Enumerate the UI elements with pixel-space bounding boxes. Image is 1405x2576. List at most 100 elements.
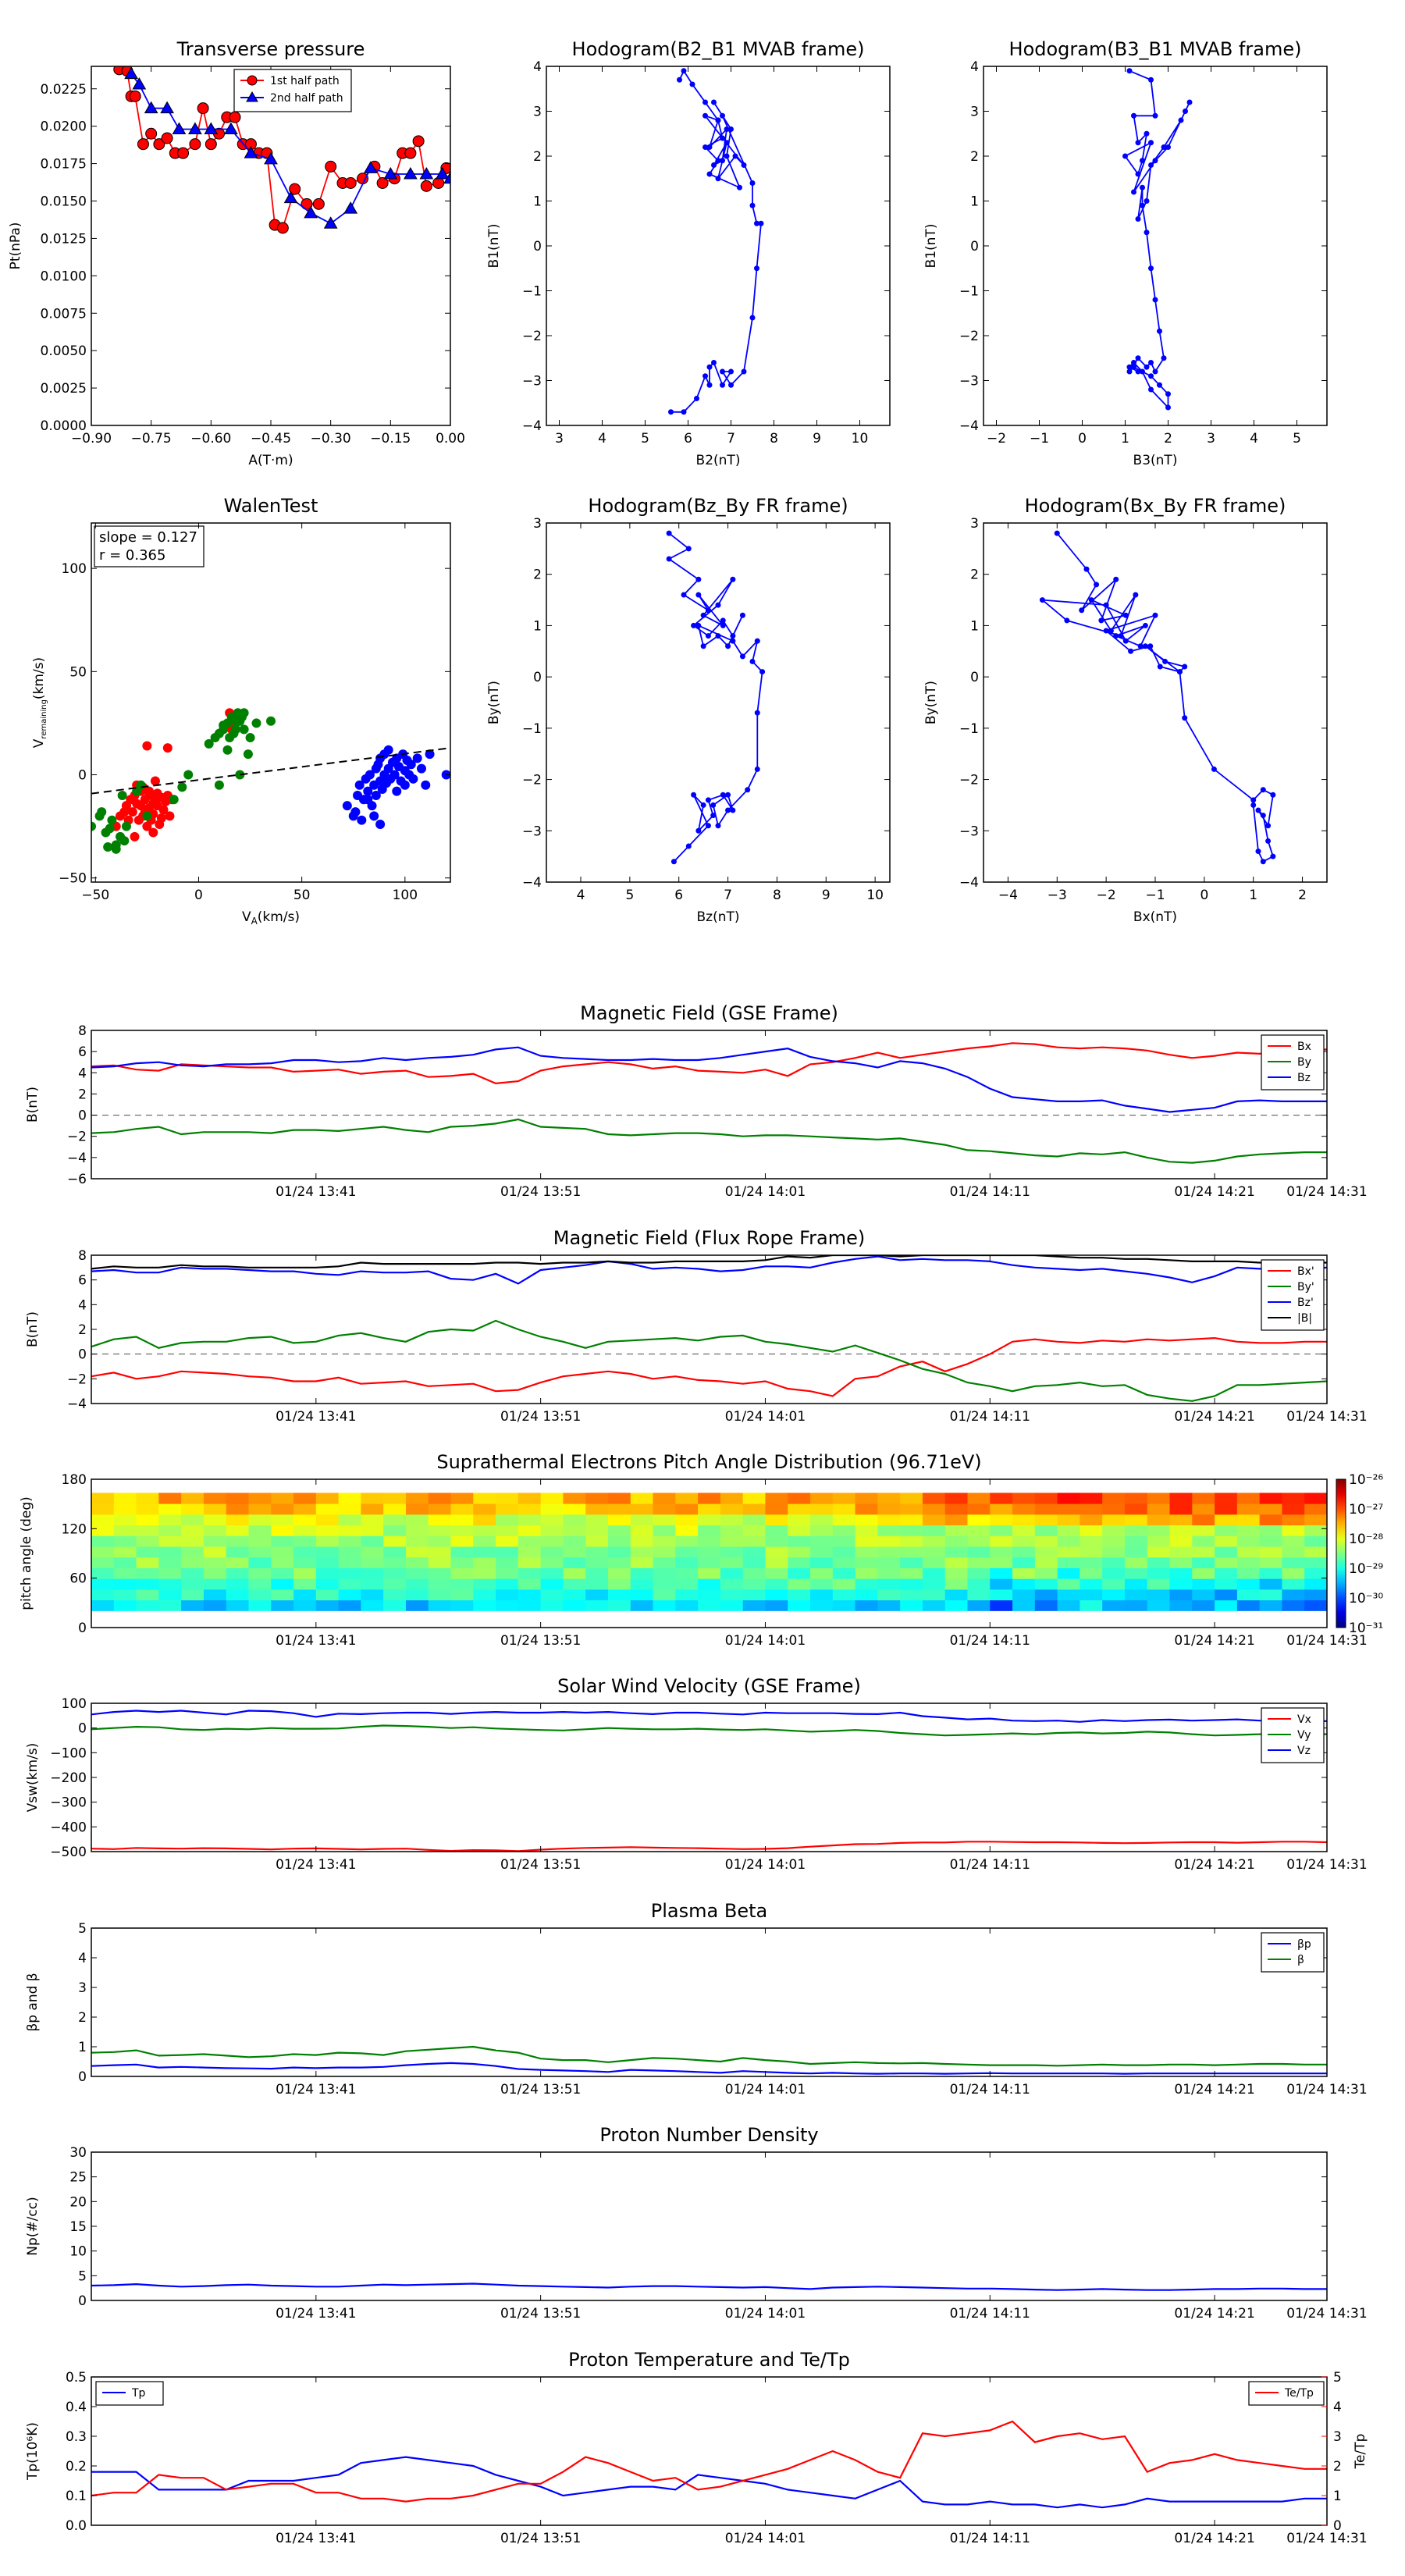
legend-label: Vz <box>1297 1745 1311 1757</box>
y-tick-label: 2 <box>970 568 979 583</box>
data-point <box>695 622 702 628</box>
heatmap-cell <box>630 1599 654 1611</box>
x-tick-label: 01/24 13:51 <box>500 1633 581 1649</box>
heatmap-cell <box>428 1535 452 1547</box>
heatmap-cell <box>405 1525 429 1536</box>
heatmap-cell <box>1169 1493 1193 1504</box>
heatmap-cell <box>1215 1599 1238 1611</box>
heatmap-cell <box>1169 1525 1193 1536</box>
heatmap-cell <box>990 1525 1013 1536</box>
heatmap-cell <box>361 1525 384 1536</box>
y2-tick-label: 4 <box>1333 2400 1342 2415</box>
heatmap-cell <box>248 1557 272 1568</box>
heatmap-cell <box>788 1503 811 1515</box>
y2-tick-label: 2 <box>1333 2459 1342 2475</box>
legend-label: 2nd half path <box>270 92 343 105</box>
scatter-point <box>243 749 253 760</box>
legend-label: Tp <box>131 2387 146 2400</box>
x-tick-label: 01/24 14:21 <box>1174 1857 1254 1873</box>
data-point <box>1126 364 1133 370</box>
scatter-point <box>392 786 402 796</box>
y-tick-label: −4 <box>959 875 979 891</box>
heatmap-cell <box>967 1493 991 1504</box>
scatter-point <box>183 770 194 780</box>
heatmap-cell <box>1215 1503 1238 1515</box>
data-point <box>435 166 450 180</box>
heatmap-cell <box>765 1589 788 1601</box>
y-tick-label: 15 <box>69 2219 87 2235</box>
heatmap-cell <box>1259 1503 1282 1515</box>
heatmap-cell <box>405 1493 429 1504</box>
heatmap-cell <box>810 1557 834 1568</box>
heatmap-cell <box>338 1589 361 1601</box>
heatmap-cell <box>271 1567 294 1579</box>
y-tick-label: 0.0050 <box>41 343 87 359</box>
heatmap-cell <box>1169 1557 1193 1568</box>
heatmap-cell <box>1236 1535 1261 1547</box>
heatmap-cell <box>877 1567 901 1579</box>
data-point <box>1260 859 1266 865</box>
heatmap-cell <box>1192 1493 1215 1504</box>
heatmap-cell <box>698 1578 721 1590</box>
scatter-point <box>408 774 418 784</box>
y-tick-label: 30 <box>69 2145 87 2161</box>
heatmap-cell <box>607 1503 631 1515</box>
data-point <box>1152 112 1158 119</box>
legend-label: By' <box>1297 1281 1314 1293</box>
y-tick-label: 3 <box>970 105 979 120</box>
x-tick-label: 4 <box>598 431 606 447</box>
heatmap-cell <box>271 1503 294 1515</box>
data-point <box>724 153 730 159</box>
data-point <box>404 166 418 180</box>
heatmap-cell <box>518 1514 542 1526</box>
heatmap-cell <box>226 1546 249 1558</box>
data-point <box>1148 373 1154 379</box>
x-tick-label: 01/24 14:11 <box>950 2531 1030 2546</box>
data-point <box>1122 612 1129 618</box>
heatmap-cell <box>922 1589 946 1601</box>
x-tick-label: 01/24 14:31 <box>1286 1184 1367 1200</box>
heatmap-cell <box>922 1546 946 1558</box>
heatmap-cell <box>473 1578 496 1590</box>
scatter-point <box>389 770 400 780</box>
heatmap-cell <box>1080 1578 1103 1590</box>
heatmap-cell <box>630 1589 654 1601</box>
data-point <box>412 135 425 148</box>
scatter-point <box>105 824 115 834</box>
data-point <box>343 201 358 214</box>
heatmap-cell <box>271 1514 294 1526</box>
heatmap-cell <box>1012 1514 1036 1526</box>
heatmap-cell <box>630 1514 654 1526</box>
series-line-0 <box>1040 532 1274 863</box>
y-tick-label: −3 <box>522 374 542 390</box>
y-tick-label: 0.1 <box>66 2489 87 2504</box>
heatmap-cell <box>675 1567 699 1579</box>
heatmap-cell <box>405 1578 429 1590</box>
series-line-Bz <box>91 1255 1327 1285</box>
heatmap-cell <box>158 1514 182 1526</box>
heatmap-cell <box>473 1546 496 1558</box>
heatmap-cell <box>405 1557 429 1568</box>
heatmap-cell <box>1282 1589 1305 1601</box>
heatmap-cell <box>315 1546 340 1558</box>
x-tick-label: 01/24 14:01 <box>725 2531 806 2546</box>
heatmap-cell <box>496 1525 519 1536</box>
heatmap-cell <box>1034 1503 1058 1515</box>
heatmap-cell <box>967 1589 991 1601</box>
data-point <box>419 166 434 180</box>
y-tick-label: 5 <box>78 2268 87 2284</box>
x-tick-label: 0 <box>1200 888 1208 903</box>
scatter-point <box>127 807 137 817</box>
plot-area <box>91 1493 1327 1611</box>
heatmap-cell <box>922 1567 946 1579</box>
x-tick-label: 4 <box>577 888 585 903</box>
data-point <box>1165 404 1171 411</box>
y-tick-label: −4 <box>67 1397 87 1412</box>
heatmap-cell <box>203 1567 227 1579</box>
x-tick-label: 01/24 14:01 <box>725 1857 806 1873</box>
heatmap-cell <box>900 1589 923 1601</box>
scatter-point <box>219 720 229 731</box>
x-tick-label: 01/24 14:01 <box>725 1633 806 1649</box>
heatmap-cell <box>383 1525 407 1536</box>
y-tick-label: −6 <box>67 1172 87 1187</box>
